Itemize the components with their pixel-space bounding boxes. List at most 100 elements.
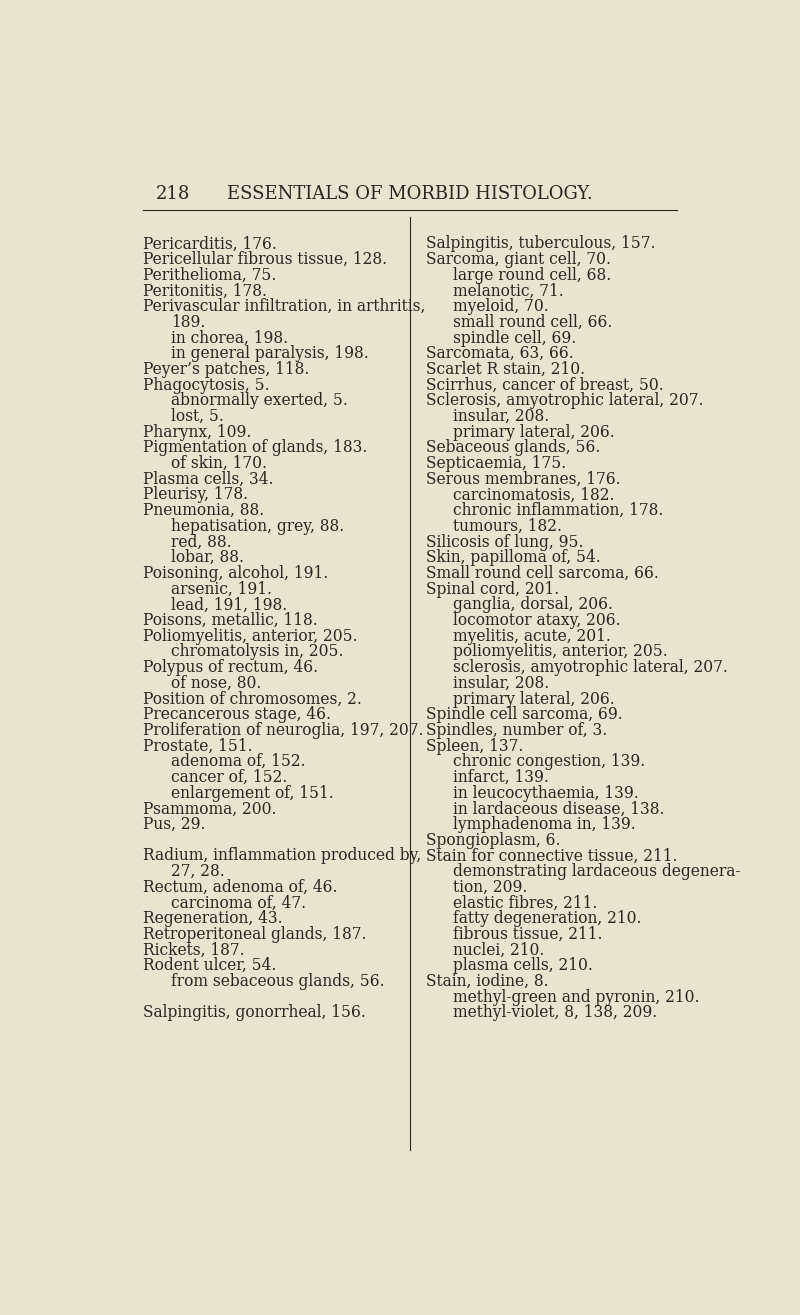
Text: infarct, 139.: infarct, 139. [454, 769, 550, 786]
Text: tion, 209.: tion, 209. [454, 878, 528, 896]
Text: of skin, 170.: of skin, 170. [171, 455, 267, 472]
Text: Poisoning, alcohol, 191.: Poisoning, alcohol, 191. [143, 565, 329, 583]
Text: 27, 28.: 27, 28. [171, 863, 225, 880]
Text: Pericellular fibrous tissue, 128.: Pericellular fibrous tissue, 128. [143, 251, 387, 268]
Text: spindle cell, 69.: spindle cell, 69. [454, 330, 577, 347]
Text: in lardaceous disease, 138.: in lardaceous disease, 138. [454, 801, 665, 818]
Text: myelitis, acute, 201.: myelitis, acute, 201. [454, 627, 611, 644]
Text: 218: 218 [156, 185, 190, 204]
Text: Silicosis of lung, 95.: Silicosis of lung, 95. [426, 534, 583, 551]
Text: 189.: 189. [171, 314, 206, 331]
Text: insular, 208.: insular, 208. [454, 675, 550, 692]
Text: Regeneration, 43.: Regeneration, 43. [143, 910, 283, 927]
Text: Poisons, metallic, 118.: Poisons, metallic, 118. [143, 611, 318, 629]
Text: poliomyelitis, anterior, 205.: poliomyelitis, anterior, 205. [454, 643, 668, 660]
Text: Spongioplasm, 6.: Spongioplasm, 6. [426, 832, 560, 848]
Text: Proliferation of neuroglia, 197, 207.: Proliferation of neuroglia, 197, 207. [143, 722, 424, 739]
Text: chronic inflammation, 178.: chronic inflammation, 178. [454, 502, 664, 519]
Text: lead, 191, 198.: lead, 191, 198. [171, 596, 287, 613]
Text: arsenic, 191.: arsenic, 191. [171, 581, 272, 597]
Text: Polypus of rectum, 46.: Polypus of rectum, 46. [143, 659, 318, 676]
Text: hepatisation, grey, 88.: hepatisation, grey, 88. [171, 518, 345, 535]
Text: melanotic, 71.: melanotic, 71. [454, 283, 564, 300]
Text: Stain for connective tissue, 211.: Stain for connective tissue, 211. [426, 847, 677, 864]
Text: Pneumonia, 88.: Pneumonia, 88. [143, 502, 265, 519]
Text: Spleen, 137.: Spleen, 137. [426, 738, 523, 755]
Text: adenoma of, 152.: adenoma of, 152. [171, 753, 306, 771]
Text: insular, 208.: insular, 208. [454, 408, 550, 425]
Text: lobar, 88.: lobar, 88. [171, 550, 244, 567]
Text: Plasma cells, 34.: Plasma cells, 34. [143, 471, 274, 488]
Text: primary lateral, 206.: primary lateral, 206. [454, 690, 615, 707]
Text: Perithelioma, 75.: Perithelioma, 75. [143, 267, 277, 284]
Text: elastic fibres, 211.: elastic fibres, 211. [454, 894, 598, 911]
Text: Pleurisy, 178.: Pleurisy, 178. [143, 487, 249, 504]
Text: ganglia, dorsal, 206.: ganglia, dorsal, 206. [454, 596, 614, 613]
Text: Small round cell sarcoma, 66.: Small round cell sarcoma, 66. [426, 565, 658, 583]
Text: primary lateral, 206.: primary lateral, 206. [454, 423, 615, 441]
Text: small round cell, 66.: small round cell, 66. [454, 314, 613, 331]
Text: Psammoma, 200.: Psammoma, 200. [143, 801, 277, 818]
Text: Rectum, adenoma of, 46.: Rectum, adenoma of, 46. [143, 878, 338, 896]
Text: methyl-green and pyronin, 210.: methyl-green and pyronin, 210. [454, 989, 700, 1006]
Text: red, 88.: red, 88. [171, 534, 232, 551]
Text: Scarlet R stain, 210.: Scarlet R stain, 210. [426, 360, 585, 377]
Text: Precancerous stage, 46.: Precancerous stage, 46. [143, 706, 331, 723]
Text: cancer of, 152.: cancer of, 152. [171, 769, 288, 786]
Text: ESSENTIALS OF MORBID HISTOLOGY.: ESSENTIALS OF MORBID HISTOLOGY. [227, 185, 593, 204]
Text: locomotor ataxy, 206.: locomotor ataxy, 206. [454, 611, 621, 629]
Text: methyl-violet, 8, 138, 209.: methyl-violet, 8, 138, 209. [454, 1005, 658, 1022]
Text: Pigmentation of glands, 183.: Pigmentation of glands, 183. [143, 439, 368, 456]
Text: Radium, inflammation produced by,: Radium, inflammation produced by, [143, 847, 422, 864]
Text: Position of chromosomes, 2.: Position of chromosomes, 2. [143, 690, 362, 707]
Text: in chorea, 198.: in chorea, 198. [171, 330, 289, 347]
Text: chronic congestion, 139.: chronic congestion, 139. [454, 753, 646, 771]
Text: Salpingitis, tuberculous, 157.: Salpingitis, tuberculous, 157. [426, 235, 655, 252]
Text: enlargement of, 151.: enlargement of, 151. [171, 785, 334, 802]
Text: Sarcoma, giant cell, 70.: Sarcoma, giant cell, 70. [426, 251, 610, 268]
Text: lymphadenoma in, 139.: lymphadenoma in, 139. [454, 817, 636, 834]
Text: Skin, papilloma of, 54.: Skin, papilloma of, 54. [426, 550, 600, 567]
Text: Spindles, number of, 3.: Spindles, number of, 3. [426, 722, 606, 739]
Text: Scirrhus, cancer of breast, 50.: Scirrhus, cancer of breast, 50. [426, 376, 663, 393]
Text: Pericarditis, 176.: Pericarditis, 176. [143, 235, 278, 252]
Text: Stain, iodine, 8.: Stain, iodine, 8. [426, 973, 548, 990]
Text: Peritonitis, 178.: Peritonitis, 178. [143, 283, 267, 300]
Text: Salpingitis, gonorrheal, 156.: Salpingitis, gonorrheal, 156. [143, 1005, 366, 1022]
Text: demonstrating lardaceous degenera-: demonstrating lardaceous degenera- [454, 863, 741, 880]
Text: in leucocythaemia, 139.: in leucocythaemia, 139. [454, 785, 639, 802]
Text: abnormally exerted, 5.: abnormally exerted, 5. [171, 392, 348, 409]
Text: Sarcomata, 63, 66.: Sarcomata, 63, 66. [426, 346, 574, 362]
Text: nuclei, 210.: nuclei, 210. [454, 942, 545, 959]
Text: Serous membranes, 176.: Serous membranes, 176. [426, 471, 620, 488]
Text: carcinomatosis, 182.: carcinomatosis, 182. [454, 487, 615, 504]
Text: Sebaceous glands, 56.: Sebaceous glands, 56. [426, 439, 600, 456]
Text: Retroperitoneal glands, 187.: Retroperitoneal glands, 187. [143, 926, 367, 943]
Text: lost, 5.: lost, 5. [171, 408, 224, 425]
Text: Pus, 29.: Pus, 29. [143, 817, 206, 834]
Text: myeloid, 70.: myeloid, 70. [454, 299, 549, 316]
Text: fatty degeneration, 210.: fatty degeneration, 210. [454, 910, 642, 927]
Text: plasma cells, 210.: plasma cells, 210. [454, 957, 594, 974]
Text: chromatolysis in, 205.: chromatolysis in, 205. [171, 643, 344, 660]
Text: of nose, 80.: of nose, 80. [171, 675, 262, 692]
Text: Sclerosis, amyotrophic lateral, 207.: Sclerosis, amyotrophic lateral, 207. [426, 392, 703, 409]
Text: fibrous tissue, 211.: fibrous tissue, 211. [454, 926, 603, 943]
Text: Rickets, 187.: Rickets, 187. [143, 942, 245, 959]
Text: large round cell, 68.: large round cell, 68. [454, 267, 612, 284]
Text: Septicaemia, 175.: Septicaemia, 175. [426, 455, 566, 472]
Text: Spinal cord, 201.: Spinal cord, 201. [426, 581, 558, 597]
Text: Perivascular infiltration, in arthritis,: Perivascular infiltration, in arthritis, [143, 299, 426, 316]
Text: in general paralysis, 198.: in general paralysis, 198. [171, 346, 369, 362]
Text: sclerosis, amyotrophic lateral, 207.: sclerosis, amyotrophic lateral, 207. [454, 659, 728, 676]
Text: Rodent ulcer, 54.: Rodent ulcer, 54. [143, 957, 277, 974]
Text: tumours, 182.: tumours, 182. [454, 518, 562, 535]
Text: Spindle cell sarcoma, 69.: Spindle cell sarcoma, 69. [426, 706, 622, 723]
Text: Phagocytosis, 5.: Phagocytosis, 5. [143, 376, 270, 393]
Text: carcinoma of, 47.: carcinoma of, 47. [171, 894, 306, 911]
Text: Poliomyelitis, anterior, 205.: Poliomyelitis, anterior, 205. [143, 627, 358, 644]
Text: Pharynx, 109.: Pharynx, 109. [143, 423, 252, 441]
Text: Peyer’s patches, 118.: Peyer’s patches, 118. [143, 360, 310, 377]
Text: from sebaceous glands, 56.: from sebaceous glands, 56. [171, 973, 385, 990]
Text: Prostate, 151.: Prostate, 151. [143, 738, 253, 755]
